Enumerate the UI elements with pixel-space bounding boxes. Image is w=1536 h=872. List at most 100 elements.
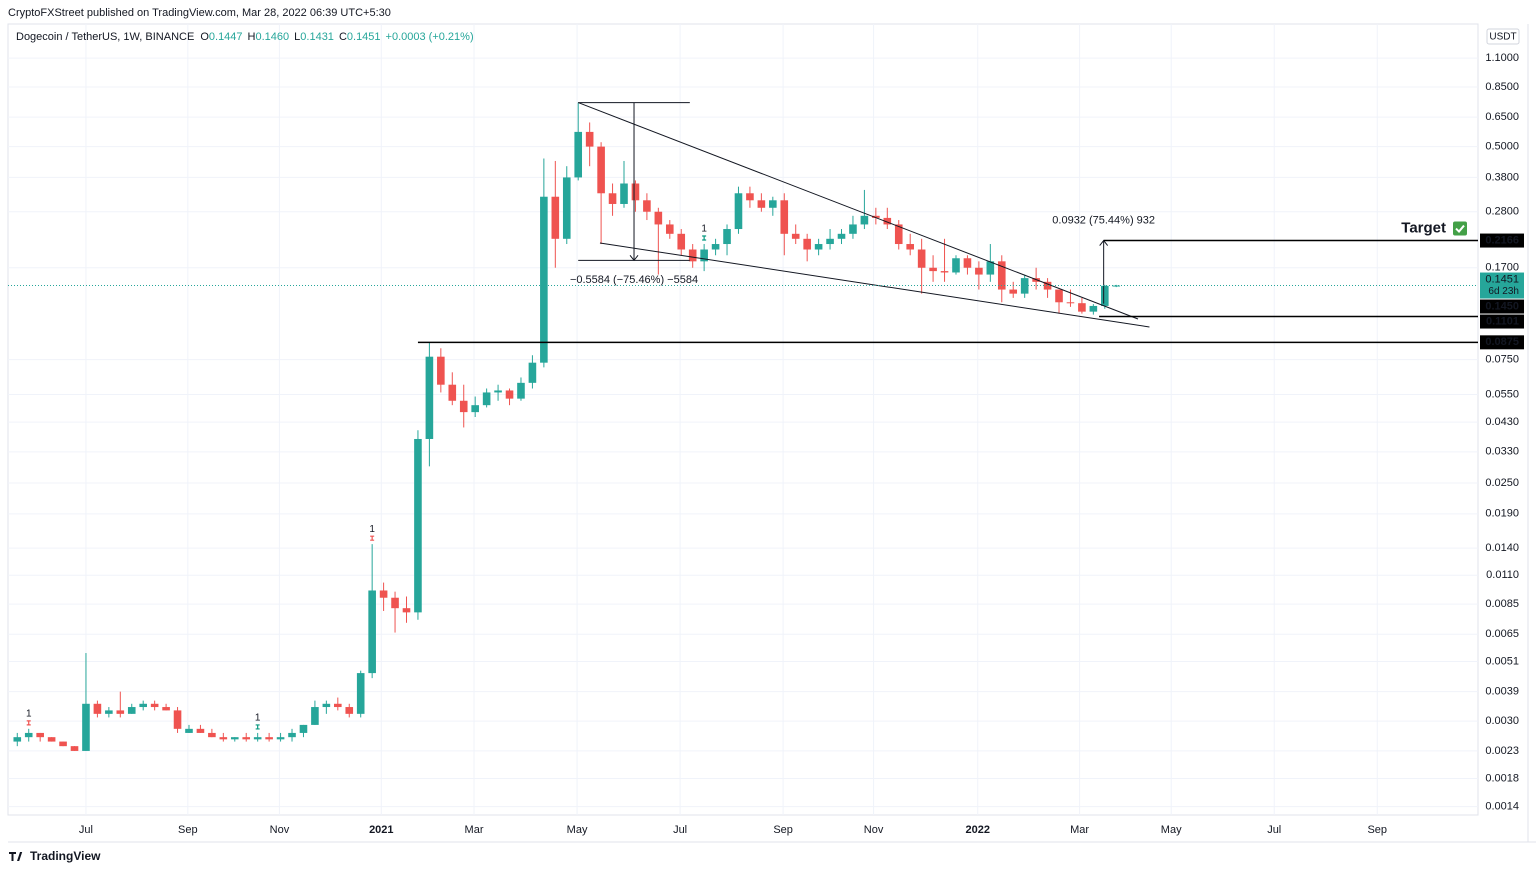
level-box <box>1480 335 1524 350</box>
level-label: 0.0875 <box>1485 336 1519 348</box>
x-tick-label: Sep <box>773 824 793 836</box>
candle-body <box>517 382 525 399</box>
ohlc-value: 0.1451 <box>347 31 381 43</box>
candle-body <box>757 200 766 208</box>
candle-body <box>723 229 731 245</box>
candle-body <box>1112 285 1121 287</box>
y-tick-label: 0.0039 <box>1485 686 1519 698</box>
candle-body <box>562 177 571 239</box>
candle-body <box>150 703 159 708</box>
ohlc-key: C <box>339 31 347 43</box>
level-label: 0.2166 <box>1485 234 1519 246</box>
candle-body <box>1043 281 1052 290</box>
candle-body <box>459 400 468 413</box>
x-tick-label: Mar <box>465 824 484 836</box>
candle-body <box>13 737 22 742</box>
candle-body <box>299 724 308 733</box>
candle-body <box>1089 305 1098 312</box>
x-tick-label: Mar <box>1070 824 1089 836</box>
candle-body <box>906 244 914 250</box>
candle-body <box>791 233 800 239</box>
candle-body <box>82 703 90 751</box>
trendline <box>578 102 1139 320</box>
candle-body <box>597 146 605 194</box>
signal-glyph <box>255 724 260 730</box>
candle-body <box>986 261 995 275</box>
candle-body <box>814 244 823 250</box>
candle-body <box>356 673 365 714</box>
y-tick-label: 0.0250 <box>1485 477 1519 489</box>
x-tick-label: 2022 <box>965 824 989 836</box>
candle-body <box>975 267 983 275</box>
x-tick-label: Sep <box>1367 824 1387 836</box>
candle-body <box>1055 289 1063 303</box>
y-tick-label: 0.2800 <box>1485 206 1519 218</box>
candle-body <box>734 193 743 230</box>
candle-body <box>425 356 434 439</box>
x-tick-label: Jul <box>79 824 93 836</box>
candle-body <box>917 249 926 268</box>
candle-body <box>402 608 411 613</box>
currency: USDT <box>1489 32 1516 43</box>
y-tick-label: 0.0065 <box>1485 628 1519 640</box>
candle-body <box>47 737 56 742</box>
candle-body <box>677 233 686 250</box>
candle-body <box>551 196 560 239</box>
ohlc-key: L <box>294 31 300 43</box>
candle-body <box>494 390 502 393</box>
candle-body <box>665 224 674 234</box>
candle-body <box>253 737 262 740</box>
ohlc-key: H <box>248 31 256 43</box>
candle-body <box>746 193 754 201</box>
level-box <box>1480 233 1524 248</box>
candle-body <box>803 238 811 250</box>
candle-body <box>334 703 342 708</box>
candle-body <box>1078 303 1086 312</box>
y-tick-label: 0.0085 <box>1485 598 1519 610</box>
trendline <box>599 242 1150 328</box>
candle-body <box>585 131 594 147</box>
candle-body <box>482 392 491 406</box>
candle-body <box>391 597 399 609</box>
last-price-label: 0.1451 <box>1485 273 1519 285</box>
measure-label: −0.5584 (−75.46%) −5584 <box>570 274 698 286</box>
candle-body <box>219 737 228 740</box>
brand: TradingView <box>30 849 101 863</box>
candle-body <box>414 438 422 613</box>
candle-body <box>940 271 949 273</box>
y-tick-label: 0.0330 <box>1485 446 1519 458</box>
y-tick-label: 0.0190 <box>1485 508 1519 520</box>
ohlc-value: 0.1447 <box>209 31 243 43</box>
y-tick-label: 0.0550 <box>1485 388 1519 400</box>
candle-body <box>139 703 147 708</box>
y-tick-label: 0.0110 <box>1486 569 1519 581</box>
target-label: Target <box>1401 220 1446 237</box>
candle-body <box>688 249 697 262</box>
candle-body <box>276 737 285 740</box>
candle-body <box>700 249 708 262</box>
candle-body <box>860 215 869 225</box>
y-tick-label: 0.0023 <box>1485 745 1519 757</box>
candle-body <box>196 728 205 733</box>
candle-body <box>368 590 376 674</box>
candle-body <box>230 737 239 740</box>
candle-body <box>116 710 125 714</box>
ohlc-value: 0.1431 <box>300 31 334 43</box>
level-label: 0.1450 <box>1485 300 1519 312</box>
published-note: CryptoFXStreet published on TradingView.… <box>8 7 391 19</box>
candle-body <box>173 710 182 729</box>
target-check <box>1453 221 1467 236</box>
candle-body <box>36 732 44 738</box>
candle-body <box>849 224 857 234</box>
candle-body <box>127 707 136 714</box>
candle-body <box>242 737 251 740</box>
x-tick-label: Jul <box>1267 824 1281 836</box>
candle-body <box>872 215 880 218</box>
candle-body <box>711 244 720 250</box>
y-tick-label: 0.0140 <box>1485 542 1519 554</box>
candle-body <box>1066 302 1075 304</box>
signal-label: 1 <box>701 224 707 235</box>
ohlc-value: 0.1460 <box>256 31 290 43</box>
level-label: 0.1101 <box>1486 315 1519 327</box>
